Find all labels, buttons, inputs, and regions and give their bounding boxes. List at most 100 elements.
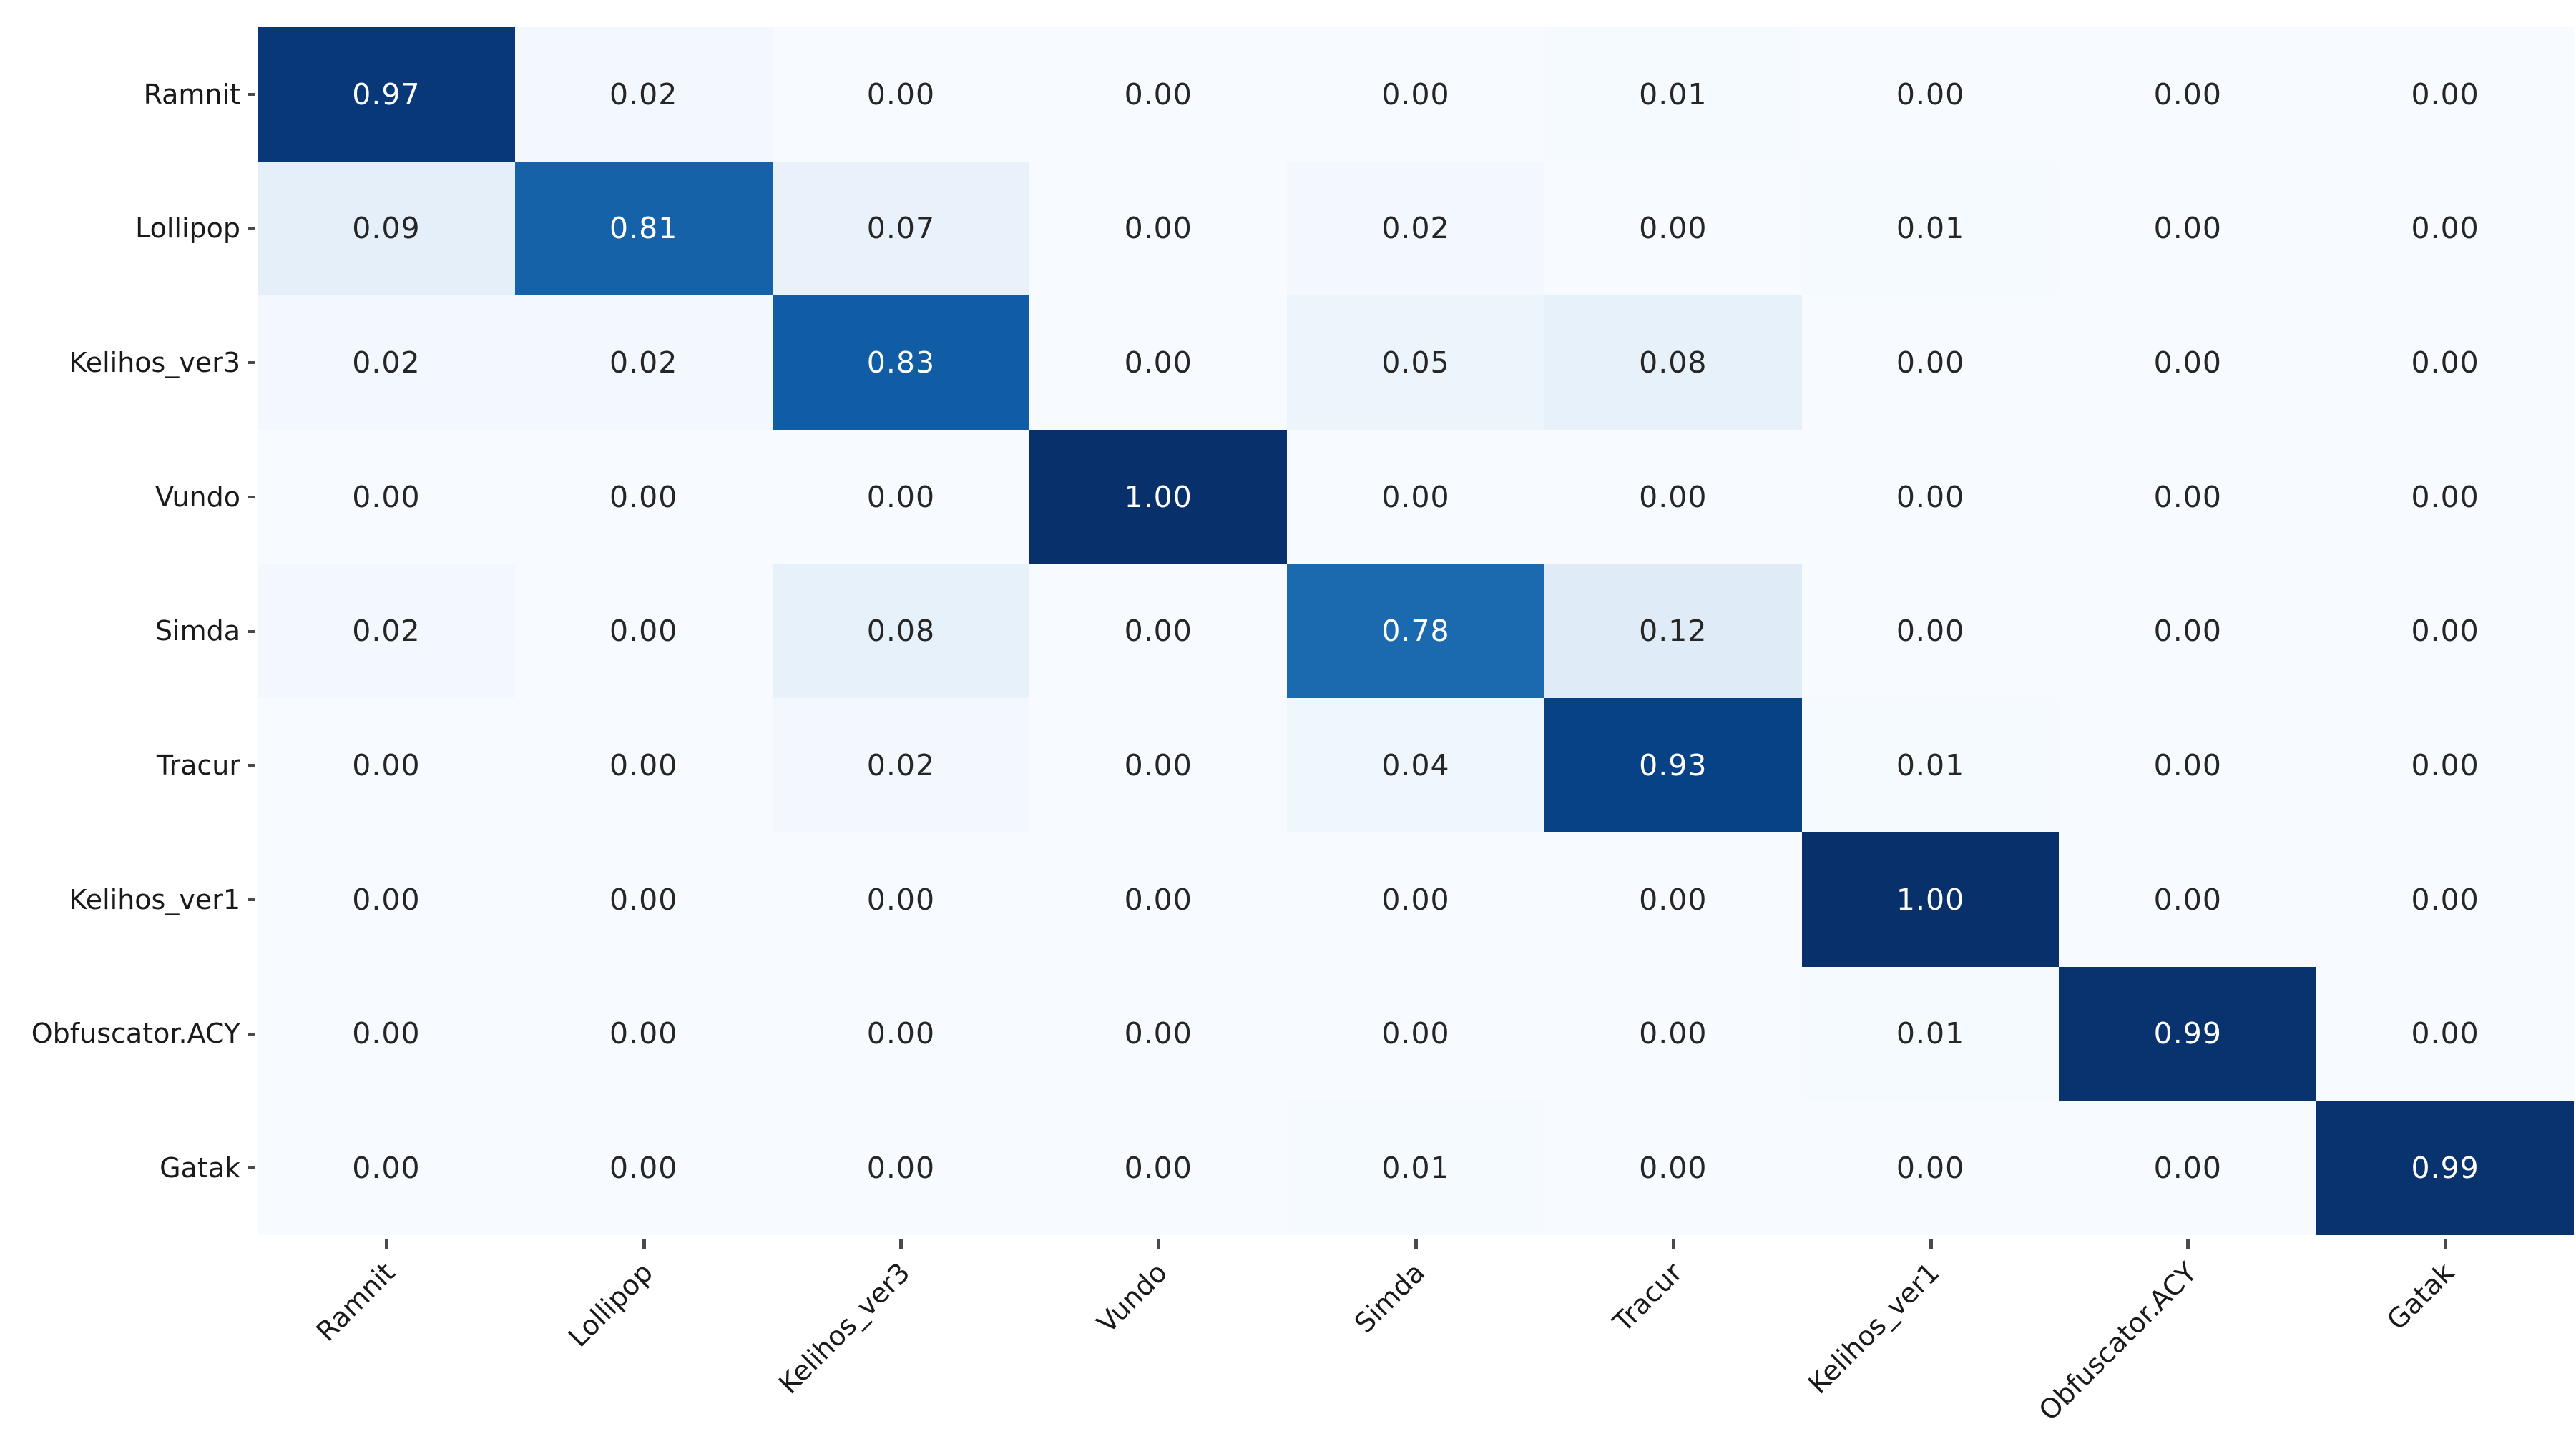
cell-value: 0.00 <box>609 748 678 783</box>
heatmap-cell: 0.99 <box>2316 1101 2574 1235</box>
heatmap-cell: 0.00 <box>772 27 1030 162</box>
cell-value: 0.00 <box>352 1151 421 1186</box>
cell-value: 0.02 <box>352 614 421 649</box>
cell-value: 0.00 <box>2411 614 2479 649</box>
heatmap-cell: 0.00 <box>514 430 773 564</box>
heatmap-cell: 0.08 <box>1544 295 1802 430</box>
y-tick-label: Simda <box>155 615 240 647</box>
cell-value: 0.00 <box>1124 77 1192 112</box>
cell-value: 0.00 <box>2153 345 2222 380</box>
cell-value: 0.00 <box>352 748 421 783</box>
heatmap-cell: 0.97 <box>258 27 515 162</box>
x-tick-label: Kelihos_ver1 <box>1802 1257 1946 1400</box>
heatmap-cell: 0.05 <box>1287 295 1544 430</box>
heatmap-cell: 0.00 <box>1029 832 1288 967</box>
x-tick-label: Lollipop <box>562 1257 659 1354</box>
heatmap-cell: 0.00 <box>2316 832 2574 967</box>
y-tick-label: Kelihos_ver1 <box>69 883 240 915</box>
heatmap-cell: 0.07 <box>772 161 1030 296</box>
cell-value: 0.00 <box>2411 882 2479 917</box>
cell-value: 0.00 <box>1896 345 1965 380</box>
cell-value: 0.00 <box>2411 211 2479 246</box>
cell-value: 0.00 <box>1639 1016 1708 1051</box>
y-tick-label: Vundo <box>155 481 240 513</box>
heatmap-cell: 0.01 <box>1544 27 1802 162</box>
y-tick-mark <box>248 629 255 633</box>
cell-value: 0.00 <box>2411 479 2479 514</box>
heatmap-cell: 0.01 <box>1801 966 2060 1101</box>
heatmap-cell: 0.00 <box>2316 698 2574 832</box>
cell-value: 0.00 <box>2411 345 2479 380</box>
heatmap-cell: 0.00 <box>772 1101 1030 1235</box>
heatmap-cell: 0.00 <box>1801 430 2060 564</box>
x-tick-mark <box>1671 1239 1675 1249</box>
heatmap-cell: 0.00 <box>1029 966 1288 1101</box>
cell-value: 0.00 <box>2153 614 2222 649</box>
heatmap-cell: 0.00 <box>2059 1101 2317 1235</box>
heatmap-cell: 0.00 <box>1801 1101 2060 1235</box>
cell-value: 0.00 <box>866 479 936 514</box>
heatmap-cell: 0.00 <box>514 832 773 967</box>
cell-value: 0.00 <box>1639 882 1708 917</box>
heatmap-cell: 0.00 <box>2316 430 2574 564</box>
cell-value: 0.00 <box>609 614 678 649</box>
heatmap-cell: 0.00 <box>2059 564 2317 699</box>
heatmap-cell: 0.00 <box>1801 295 2060 430</box>
x-tick-mark <box>2186 1239 2190 1249</box>
x-tick-label: Kelihos_ver3 <box>773 1257 916 1400</box>
cell-value: 0.83 <box>866 345 936 380</box>
heatmap-cell: 0.00 <box>1029 161 1288 296</box>
cell-value: 0.00 <box>1381 882 1450 917</box>
cell-value: 0.00 <box>1124 1151 1192 1186</box>
cell-value: 0.00 <box>1381 77 1450 112</box>
cell-value: 0.97 <box>352 77 421 112</box>
heatmap-cell: 0.00 <box>2316 295 2574 430</box>
y-tick-mark <box>248 227 255 230</box>
cell-value: 0.00 <box>2411 1016 2479 1051</box>
heatmap-cell: 0.00 <box>1544 832 1802 967</box>
cell-value: 0.00 <box>1896 77 1965 112</box>
x-tick-mark <box>1157 1239 1161 1249</box>
heatmap-cell: 0.00 <box>2316 27 2574 162</box>
heatmap-cell: 0.00 <box>2316 161 2574 296</box>
cell-value: 0.00 <box>866 1151 936 1186</box>
cell-value: 0.00 <box>1639 479 1708 514</box>
cell-value: 0.00 <box>1639 1151 1708 1186</box>
heatmap-cell: 0.01 <box>1801 698 2060 832</box>
heatmap-cell: 0.02 <box>258 295 515 430</box>
heatmap-cell: 0.00 <box>2059 832 2317 967</box>
cell-value: 0.00 <box>2153 211 2222 246</box>
heatmap-cell: 0.99 <box>2059 966 2317 1101</box>
cell-value: 0.01 <box>1896 211 1965 246</box>
cell-value: 0.00 <box>609 1016 678 1051</box>
heatmap-cell: 0.00 <box>258 832 515 967</box>
cell-value: 0.07 <box>866 211 936 246</box>
heatmap-cell: 0.00 <box>2059 27 2317 162</box>
heatmap-cell: 0.00 <box>1801 564 2060 699</box>
y-tick-mark <box>248 361 255 365</box>
heatmap-grid: 0.97 0.02 0.00 0.00 0.00 0.01 0.00 0.00 0.00 0.09… <box>258 27 2574 1235</box>
cell-value: 0.00 <box>1124 882 1192 917</box>
heatmap-cell: 0.00 <box>514 698 773 832</box>
heatmap-cell: 0.00 <box>258 430 515 564</box>
heatmap-cell: 0.00 <box>1029 564 1288 699</box>
heatmap-cell: 0.00 <box>258 698 515 832</box>
heatmap-cell: 0.00 <box>2316 966 2574 1101</box>
y-tick-mark <box>248 1032 255 1036</box>
cell-value: 0.00 <box>352 1016 421 1051</box>
heatmap-cell: 0.12 <box>1544 564 1802 699</box>
x-tick-label: Vundo <box>1091 1257 1174 1340</box>
heatmap-cell: 0.00 <box>2059 295 2317 430</box>
cell-value: 0.00 <box>866 1016 936 1051</box>
cell-value: 0.01 <box>1896 748 1965 783</box>
x-tick-mark <box>1929 1239 1933 1249</box>
heatmap-cell: 0.93 <box>1544 698 1802 832</box>
y-tick-mark <box>248 495 255 498</box>
cell-value: 0.00 <box>866 882 936 917</box>
x-tick-mark <box>384 1239 388 1249</box>
heatmap-cell: 0.00 <box>1801 27 2060 162</box>
cell-value: 0.78 <box>1381 614 1450 649</box>
heatmap-cell: 0.00 <box>514 564 773 699</box>
y-tick-mark <box>248 898 255 901</box>
cell-value: 1.00 <box>1124 479 1192 514</box>
